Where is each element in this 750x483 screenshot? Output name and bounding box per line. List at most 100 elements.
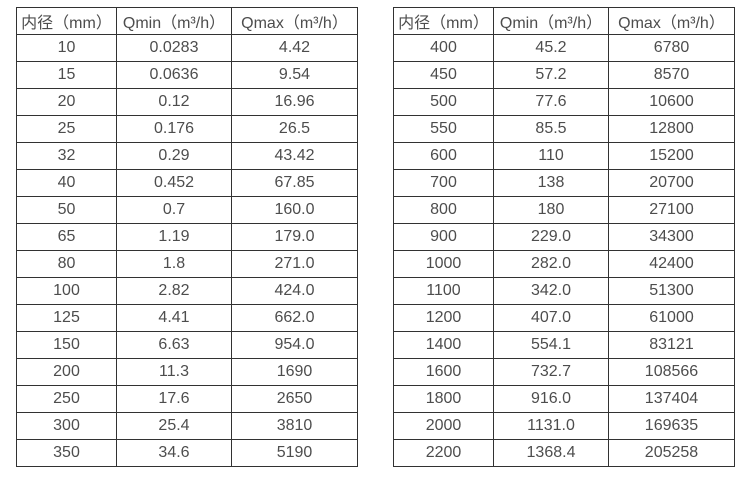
- table-cell: 17.6: [116, 385, 232, 413]
- table-cell: 0.176: [116, 115, 232, 143]
- table-cell: 42400: [608, 250, 735, 278]
- table-cell: 150: [16, 331, 117, 359]
- column-header: Qmax（m³/h）: [231, 7, 358, 35]
- table-cell: 200: [16, 358, 117, 386]
- table-cell: 160.0: [231, 196, 358, 224]
- table-cell: 180: [493, 196, 609, 224]
- table-cell: 15200: [608, 142, 735, 170]
- table-cell: 900: [393, 223, 494, 251]
- table-row: 10 0.0283 4.42: [16, 34, 358, 62]
- table-row: 700 138 20700: [393, 169, 735, 197]
- header-row: 内径（mm） Qmin（m³/h） Qmax（m³/h）: [393, 7, 735, 35]
- table-cell: 25: [16, 115, 117, 143]
- table-cell: 0.0636: [116, 61, 232, 89]
- table-cell: 2200: [393, 439, 494, 467]
- table-cell: 9.54: [231, 61, 358, 89]
- table-cell: 1.8: [116, 250, 232, 278]
- table-cell: 169635: [608, 412, 735, 440]
- column-header: 内径（mm）: [393, 7, 494, 35]
- table-cell: 1690: [231, 358, 358, 386]
- table-row: 2000 1131.0 169635: [393, 412, 735, 440]
- table-cell: 27100: [608, 196, 735, 224]
- table-row: 800 180 27100: [393, 196, 735, 224]
- table-cell: 229.0: [493, 223, 609, 251]
- table-cell: 40: [16, 169, 117, 197]
- table-cell: 342.0: [493, 277, 609, 305]
- column-header: 内径（mm）: [16, 7, 117, 35]
- table-row: 1200 407.0 61000: [393, 304, 735, 332]
- table-row: 2200 1368.4 205258: [393, 439, 735, 467]
- table-cell: 1000: [393, 250, 494, 278]
- table-cell: 1200: [393, 304, 494, 332]
- table-row: 15 0.0636 9.54: [16, 61, 358, 89]
- table-row: 50 0.7 160.0: [16, 196, 358, 224]
- table-cell: 100: [16, 277, 117, 305]
- table-cell: 16.96: [231, 88, 358, 116]
- table-row: 150 6.63 954.0: [16, 331, 358, 359]
- table-cell: 250: [16, 385, 117, 413]
- table-cell: 400: [393, 34, 494, 62]
- table-body: 400 45.2 6780 450 57.2 8570 500 77.6 10600 550 85.…: [393, 34, 735, 467]
- table-cell: 0.12: [116, 88, 232, 116]
- table-cell: 77.6: [493, 88, 609, 116]
- table-cell: 4.41: [116, 304, 232, 332]
- table-cell: 1600: [393, 358, 494, 386]
- table-cell: 554.1: [493, 331, 609, 359]
- table-row: 250 17.6 2650: [16, 385, 358, 413]
- table-row: 125 4.41 662.0: [16, 304, 358, 332]
- table-cell: 8570: [608, 61, 735, 89]
- table-cell: 1400: [393, 331, 494, 359]
- table-cell: 0.0283: [116, 34, 232, 62]
- table-cell: 110: [493, 142, 609, 170]
- table-row: 1000 282.0 42400: [393, 250, 735, 278]
- table-cell: 11.3: [116, 358, 232, 386]
- table-cell: 65: [16, 223, 117, 251]
- table-cell: 1100: [393, 277, 494, 305]
- table-row: 300 25.4 3810: [16, 412, 358, 440]
- table-row: 200 11.3 1690: [16, 358, 358, 386]
- table-cell: 1131.0: [493, 412, 609, 440]
- table-row: 20 0.12 16.96: [16, 88, 358, 116]
- table-row: 80 1.8 271.0: [16, 250, 358, 278]
- header-row: 内径（mm） Qmin（m³/h） Qmax（m³/h）: [16, 7, 358, 35]
- table-row: 65 1.19 179.0: [16, 223, 358, 251]
- table-cell: 20700: [608, 169, 735, 197]
- table-cell: 1.19: [116, 223, 232, 251]
- table-cell: 57.2: [493, 61, 609, 89]
- table-cell: 450: [393, 61, 494, 89]
- table-cell: 300: [16, 412, 117, 440]
- table-cell: 954.0: [231, 331, 358, 359]
- table-cell: 500: [393, 88, 494, 116]
- table-cell: 51300: [608, 277, 735, 305]
- table-cell: 271.0: [231, 250, 358, 278]
- table-cell: 83121: [608, 331, 735, 359]
- table-cell: 34.6: [116, 439, 232, 467]
- table-cell: 550: [393, 115, 494, 143]
- table-row: 1800 916.0 137404: [393, 385, 735, 413]
- column-header: Qmax（m³/h）: [608, 7, 735, 35]
- table-row: 400 45.2 6780: [393, 34, 735, 62]
- column-header: Qmin（m³/h）: [116, 7, 232, 35]
- table-cell: 2.82: [116, 277, 232, 305]
- table-row: 500 77.6 10600: [393, 88, 735, 116]
- table-row: 450 57.2 8570: [393, 61, 735, 89]
- table-cell: 2650: [231, 385, 358, 413]
- table-cell: 0.29: [116, 142, 232, 170]
- table-row: 40 0.452 67.85: [16, 169, 358, 197]
- table-cell: 125: [16, 304, 117, 332]
- table-cell: 4.42: [231, 34, 358, 62]
- table-row: 32 0.29 43.42: [16, 142, 358, 170]
- table-cell: 6780: [608, 34, 735, 62]
- table-cell: 2000: [393, 412, 494, 440]
- table-cell: 5190: [231, 439, 358, 467]
- table-cell: 424.0: [231, 277, 358, 305]
- table-cell: 67.85: [231, 169, 358, 197]
- table-cell: 108566: [608, 358, 735, 386]
- table-cell: 20: [16, 88, 117, 116]
- table-cell: 43.42: [231, 142, 358, 170]
- table-cell: 916.0: [493, 385, 609, 413]
- table-cell: 3810: [231, 412, 358, 440]
- table-cell: 34300: [608, 223, 735, 251]
- table-cell: 80: [16, 250, 117, 278]
- column-header: Qmin（m³/h）: [493, 7, 609, 35]
